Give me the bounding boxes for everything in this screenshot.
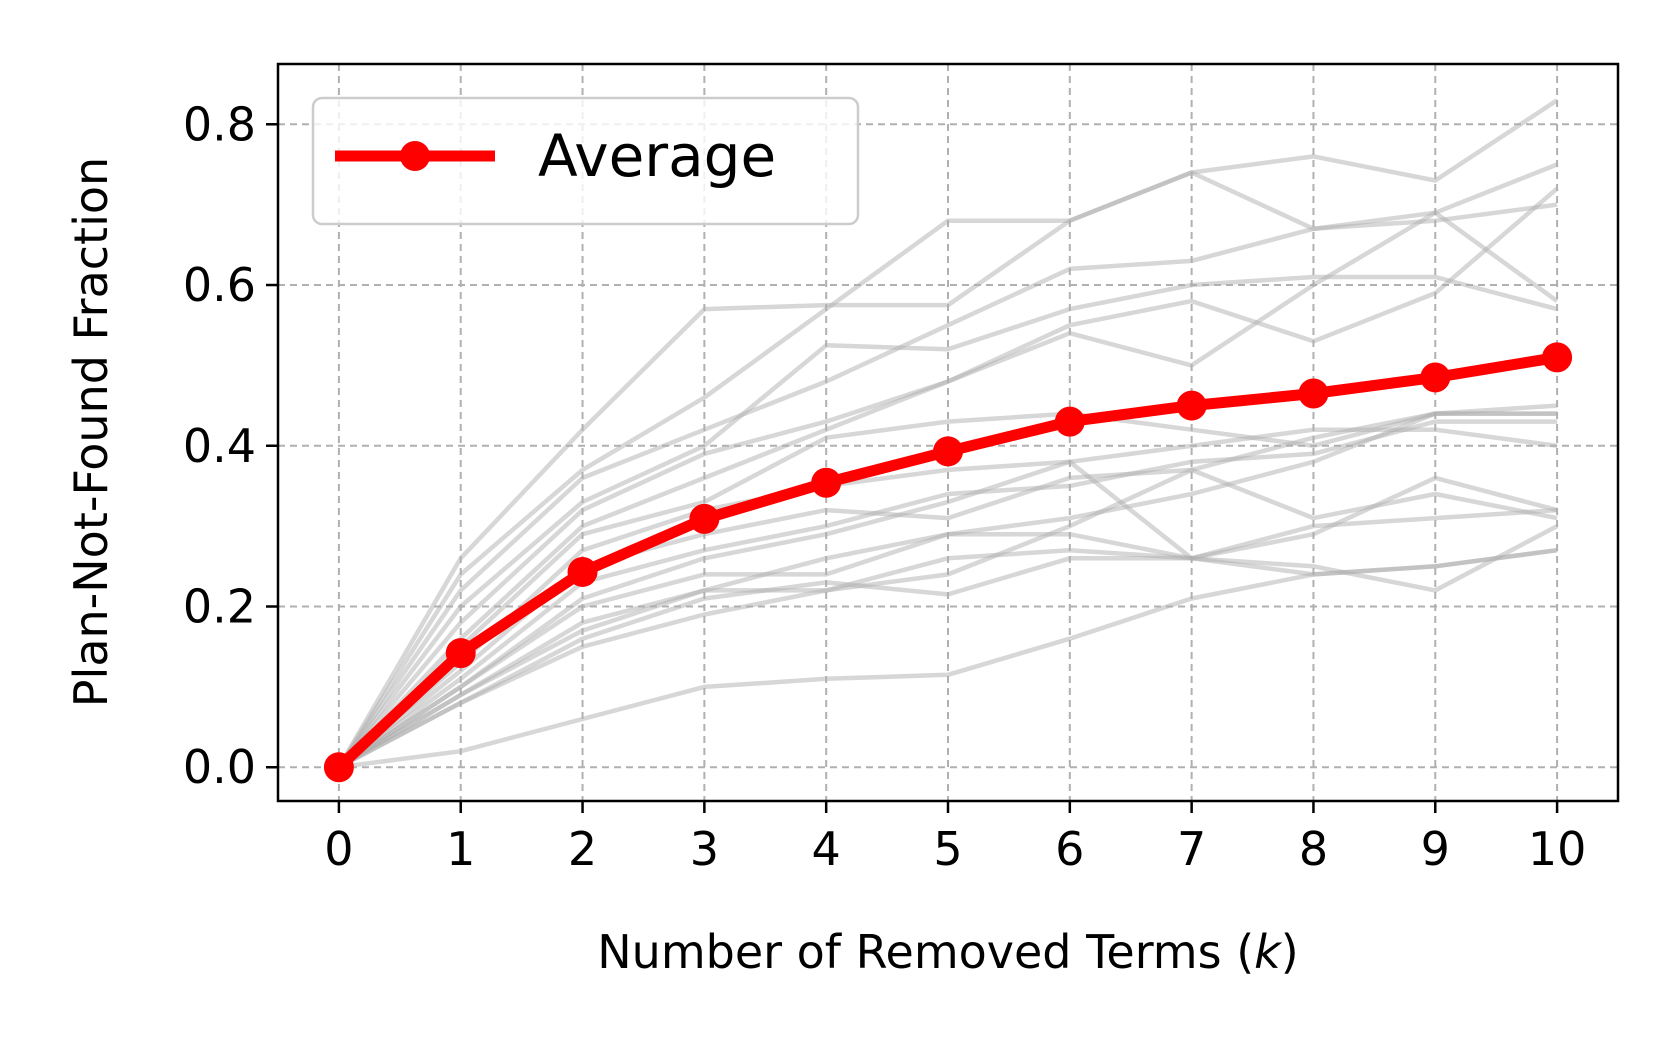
- background-series-line: [337, 210, 1559, 769]
- average-point: [1420, 362, 1451, 393]
- x-tick-label: 3: [690, 822, 719, 876]
- x-tick-label: 4: [812, 822, 841, 876]
- background-series-line: [337, 524, 1559, 770]
- y-tick-label: 0.4: [183, 419, 256, 473]
- y-tick-label: 0.0: [183, 740, 256, 794]
- legend-swatch-marker: [400, 141, 430, 171]
- average-point: [811, 467, 842, 498]
- background-series-line: [336, 170, 1558, 769]
- x-tick-label: 2: [568, 822, 597, 876]
- average-point: [933, 436, 963, 467]
- background-series-line: [337, 411, 1558, 769]
- x-tick-label: 8: [1299, 822, 1328, 876]
- y-tick-label: 0.8: [183, 97, 256, 151]
- x-tick-label: 1: [446, 822, 475, 876]
- x-axis-ticks: 0 1 2 3 4 5 6 7 8 9 10: [324, 801, 1586, 876]
- y-tick-label: 0.6: [183, 258, 256, 312]
- x-tick-label: 10: [1528, 822, 1587, 876]
- legend: Average: [311, 96, 860, 226]
- background-series-line: [337, 419, 1558, 770]
- average-point: [567, 556, 598, 587]
- average-point: [323, 752, 354, 783]
- background-series-group: [336, 98, 1559, 770]
- x-axis-label: Number of Removed Terms (k): [597, 925, 1299, 979]
- legend-label-average: Average: [538, 122, 776, 190]
- background-series-line: [338, 547, 1558, 770]
- x-tick-label: 6: [1055, 822, 1084, 876]
- x-tick-label: 7: [1177, 822, 1206, 876]
- y-tick-label: 0.2: [183, 580, 256, 634]
- average-series-group: [323, 342, 1573, 783]
- background-series-line: [337, 162, 1558, 769]
- background-series-line: [337, 467, 1558, 770]
- y-axis-label: Plan-Not-Found Fraction: [64, 157, 118, 707]
- y-axis-ticks: 0.0 0.2 0.4 0.6 0.8: [183, 97, 278, 794]
- background-series-line: [337, 459, 1558, 770]
- average-point: [445, 638, 476, 669]
- average-point: [1298, 378, 1329, 409]
- average-point: [689, 503, 720, 534]
- x-tick-label: 9: [1421, 822, 1450, 876]
- legend-box: [311, 96, 860, 226]
- average-point: [1054, 406, 1085, 437]
- average-point: [1542, 342, 1573, 373]
- x-tick-label: 5: [933, 822, 962, 876]
- average-point: [1176, 390, 1207, 421]
- background-series-line: [336, 98, 1559, 769]
- background-series-line: [337, 507, 1558, 770]
- background-series-line: [337, 274, 1558, 769]
- x-tick-label: 0: [324, 822, 353, 876]
